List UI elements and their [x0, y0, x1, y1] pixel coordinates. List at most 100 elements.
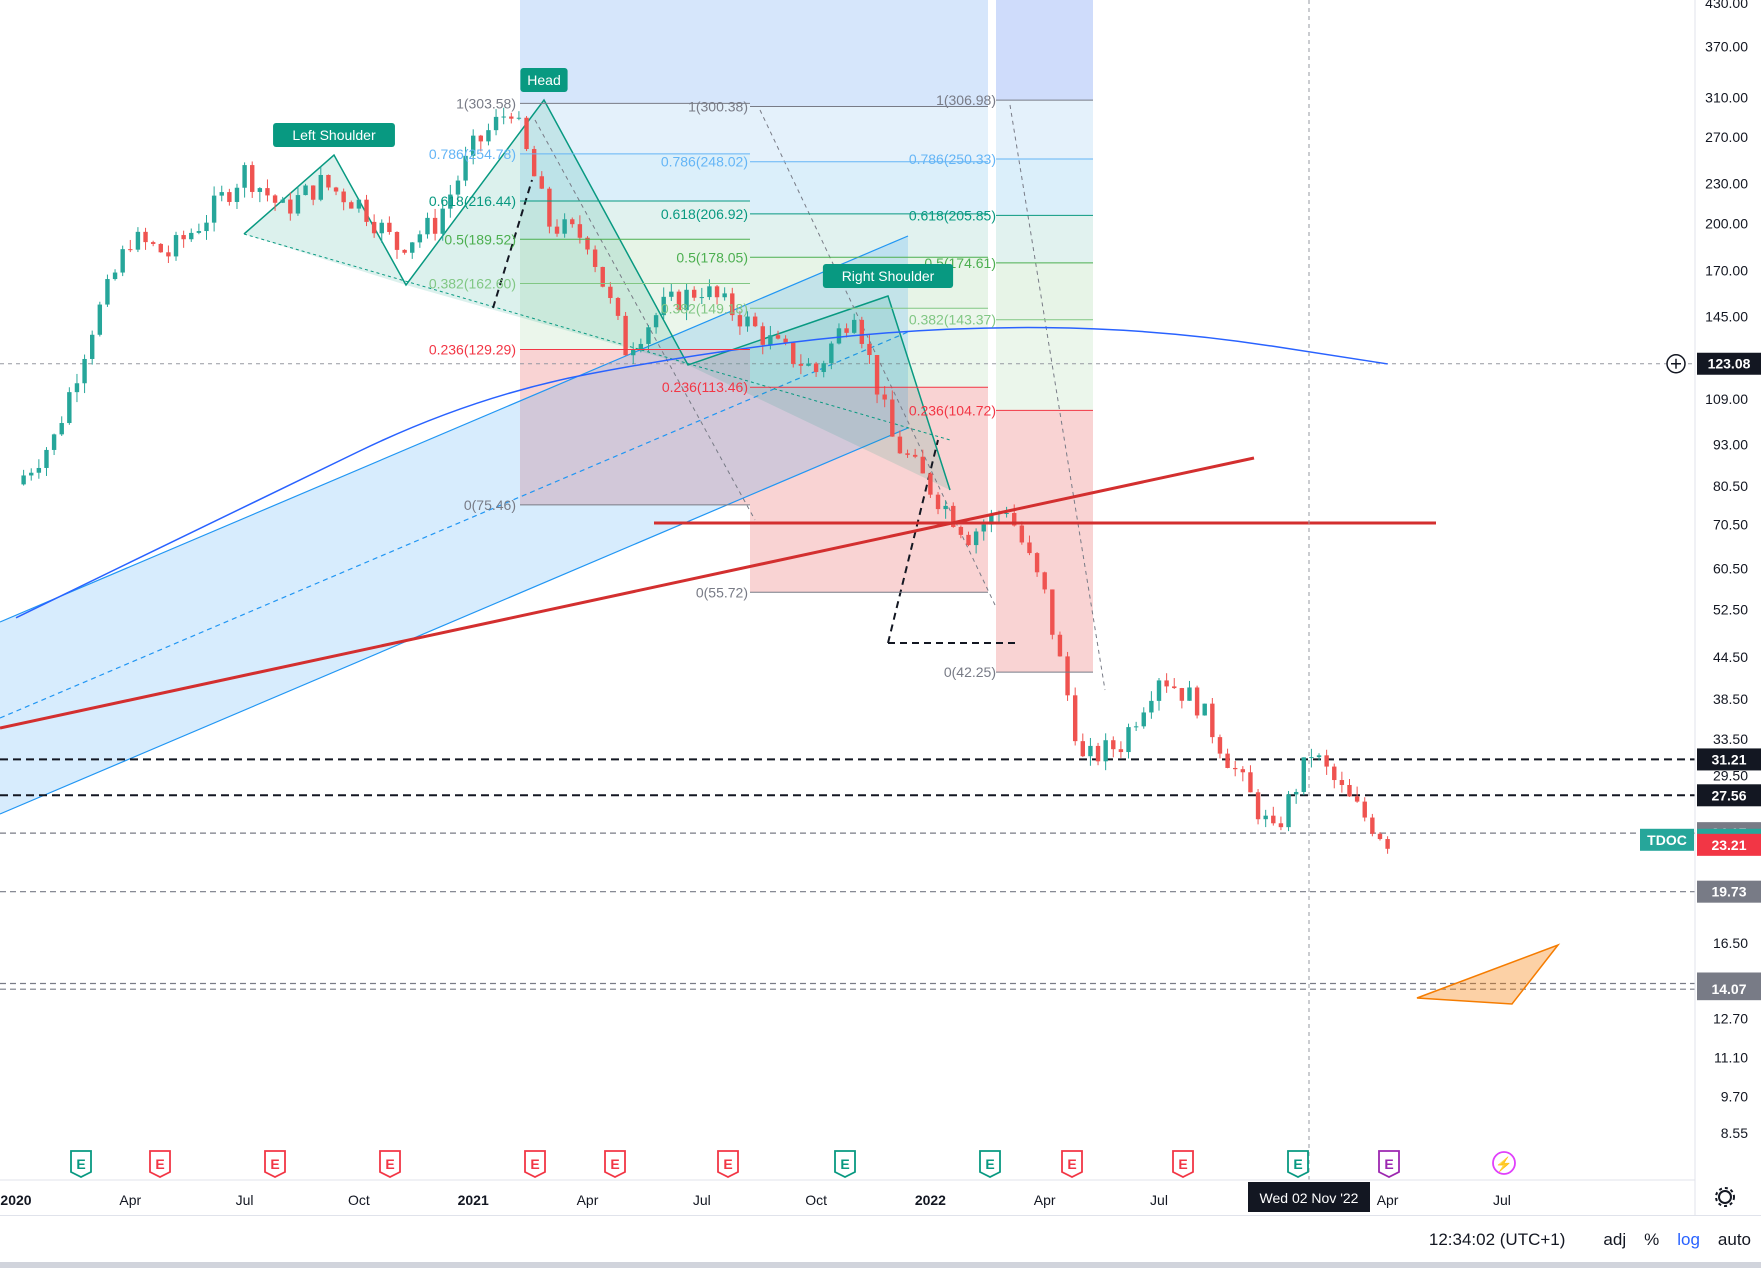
fib-extension-band — [996, 0, 1093, 101]
time-tick-label: 2021 — [458, 1192, 489, 1208]
candle-body — [112, 272, 118, 280]
fib-level-label: 0.618(205.85) — [909, 207, 996, 223]
earnings-icon — [1172, 1150, 1194, 1179]
candle-body — [554, 226, 560, 234]
fib-level-label: 0(42.25) — [944, 664, 996, 680]
price-tick-label: 200.00 — [1705, 216, 1748, 232]
fib-level-label: 0.618(216.44) — [429, 193, 516, 209]
right-shoulder-area — [688, 296, 950, 490]
left-shoulder-area — [244, 155, 406, 285]
channel-mid-line — [0, 331, 909, 719]
candle-body — [1240, 769, 1246, 773]
candle-body — [250, 165, 255, 192]
event-marker-label: E — [1384, 1156, 1393, 1172]
fib-level-label: 1(303.58) — [456, 95, 516, 111]
time-tick-label: Jul — [1150, 1192, 1168, 1208]
fib-level-label: 1(306.98) — [936, 92, 996, 108]
candle-body — [204, 222, 209, 232]
candle-body — [943, 505, 948, 510]
earnings-icon — [1378, 1150, 1400, 1179]
candle-body — [21, 475, 26, 485]
candle-body — [471, 135, 476, 156]
candle-body — [1271, 815, 1276, 824]
price-badge — [1697, 978, 1761, 1001]
log-scale-toggle[interactable]: log — [1677, 1230, 1700, 1249]
candle-body — [1332, 766, 1337, 781]
bottom-divider — [0, 1262, 1761, 1268]
candle-body — [158, 243, 163, 253]
event-marker-label: E — [385, 1156, 394, 1172]
candle-body — [1012, 513, 1017, 526]
candle-body — [189, 232, 194, 240]
candle-body — [448, 194, 453, 209]
candle-body — [1217, 737, 1223, 754]
price-tick-label: 38.50 — [1713, 691, 1748, 707]
candle-body — [905, 453, 910, 455]
candle-body — [1187, 687, 1192, 701]
candle-body — [493, 116, 499, 131]
time-tick-label: Apr — [1034, 1192, 1056, 1208]
candle-body — [1194, 687, 1200, 716]
fib-level-label: 0.236(129.29) — [429, 342, 516, 358]
earnings-icon — [717, 1150, 739, 1179]
candle-body — [135, 231, 141, 250]
candle-body — [1301, 757, 1306, 792]
fib-level-label: 0(75.46) — [464, 497, 516, 513]
candle-body — [478, 135, 484, 142]
adj-toggle[interactable]: adj — [1603, 1230, 1627, 1249]
auto-scale-toggle[interactable]: auto — [1717, 1230, 1751, 1249]
candle-body — [1103, 740, 1108, 762]
bottom-toolbar: 12:34:02 (UTC+1) adj % log auto — [0, 1215, 1761, 1269]
candle-body — [455, 180, 461, 195]
event-marker-label: E — [155, 1156, 164, 1172]
fib-band — [996, 159, 1093, 216]
price-badge-label: 123.08 — [1708, 356, 1751, 372]
rising-trendline — [0, 456, 1255, 730]
candle-body — [410, 242, 415, 253]
candle-body — [631, 349, 636, 356]
candle-body — [1286, 794, 1291, 828]
candle-body — [181, 235, 186, 240]
dividend-icon — [1492, 1151, 1516, 1175]
candle-body — [417, 234, 423, 243]
channel-upper-line — [0, 235, 909, 623]
candle-body — [813, 363, 819, 373]
candle-body — [211, 195, 217, 223]
candle-body — [196, 231, 202, 233]
time-tick-label: Oct — [348, 1192, 370, 1208]
settings-gear-icon[interactable] — [1715, 1187, 1735, 1207]
clock-display[interactable]: 12:34:02 (UTC+1) — [1428, 1230, 1566, 1249]
fib-band — [520, 283, 750, 350]
candle-body — [425, 217, 430, 235]
candle-body — [1347, 784, 1352, 797]
add-alert-plus-icon[interactable] — [1666, 353, 1686, 374]
fib-level-label: 1(300.38) — [688, 98, 748, 114]
earnings-icon — [70, 1150, 92, 1179]
fib-band — [996, 215, 1093, 263]
candle-body — [402, 249, 407, 253]
candle-body — [67, 392, 72, 424]
fib-band — [750, 161, 988, 214]
price-chart[interactable]: 1(303.58) 0.786(254.78) 0.618(216.44) 0.5(1… — [0, 0, 1761, 1215]
candle-body — [539, 176, 544, 189]
candle-body — [570, 219, 575, 225]
candle-body — [371, 221, 377, 234]
candle-body — [691, 289, 697, 298]
earnings-icon — [834, 1150, 856, 1179]
fib-band — [750, 213, 988, 258]
price-tick-label: 12.70 — [1713, 1011, 1748, 1027]
candle-body — [1042, 572, 1047, 590]
price-badge — [1697, 748, 1761, 771]
candle-body — [166, 252, 171, 257]
candle-body — [257, 188, 263, 192]
candle-body — [730, 293, 735, 316]
candle-body — [173, 235, 179, 257]
candle-body — [592, 249, 598, 267]
fib-level-label: 0.382(143.37) — [909, 312, 996, 328]
percent-scale-toggle[interactable]: % — [1644, 1230, 1660, 1249]
price-badge — [1697, 880, 1761, 903]
candle-body — [890, 399, 895, 437]
candle-body — [600, 266, 605, 287]
candle-body — [1034, 553, 1040, 573]
symbol-tag — [1640, 828, 1694, 851]
